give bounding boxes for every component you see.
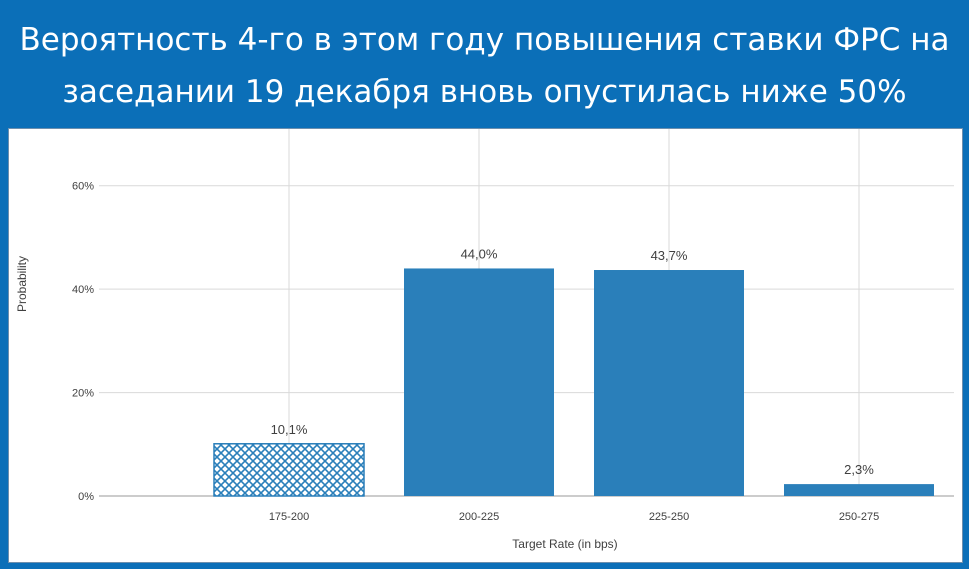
- data-label: 2,3%: [844, 462, 874, 477]
- bar-225-250: [594, 270, 744, 496]
- header-banner: Вероятность 4-го в этом году повышения с…: [0, 0, 969, 128]
- page-title: Вероятность 4-го в этом году повышения с…: [19, 22, 950, 110]
- x-tick-label: 200-225: [459, 511, 499, 523]
- data-label: 44,0%: [461, 246, 498, 261]
- y-tick-label: 20%: [72, 388, 94, 400]
- y-tick-label: 60%: [72, 181, 94, 193]
- x-tick-label: 250-275: [839, 511, 879, 523]
- bar-200-225: [404, 268, 554, 496]
- data-label: 10,1%: [271, 422, 308, 437]
- y-tick-label: 0%: [78, 491, 94, 503]
- x-tick-label: 225-250: [649, 511, 689, 523]
- chart-panel: 0% 20% 40% 60% 10,1% 175-200 44,0% 200-225 43,7%…: [8, 128, 963, 563]
- bar-250-275: [784, 484, 934, 496]
- x-axis-label: Target Rate (in bps): [512, 537, 617, 551]
- bar-175-200: [213, 443, 365, 497]
- bar-chart: 0% 20% 40% 60% 10,1% 175-200 44,0% 200-225 43,7%…: [15, 129, 954, 551]
- data-label: 43,7%: [651, 248, 688, 263]
- y-axis-label: Probability: [15, 256, 29, 312]
- y-tick-label: 40%: [72, 284, 94, 296]
- x-tick-label: 175-200: [269, 511, 309, 523]
